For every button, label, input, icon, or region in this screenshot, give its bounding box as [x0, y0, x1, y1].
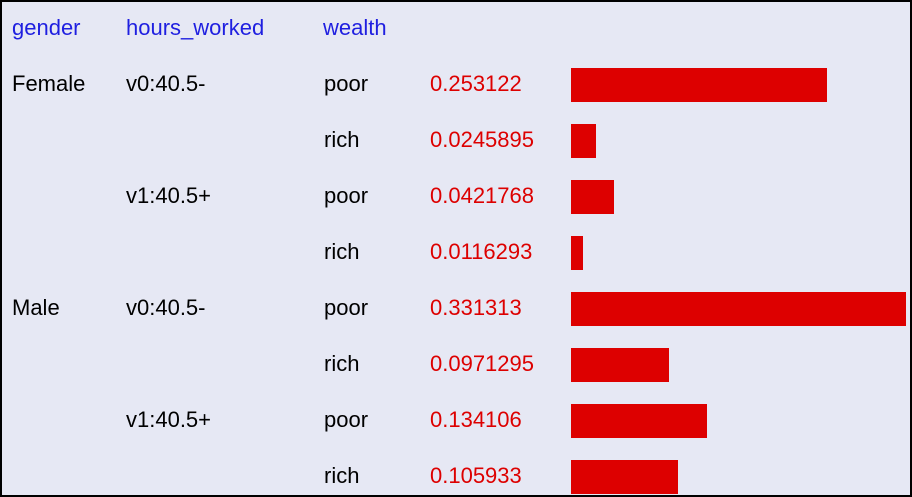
value-bar: [571, 348, 669, 382]
value-bar: [571, 404, 707, 438]
value-bar: [571, 180, 614, 214]
table-row: rich 0.0116293: [2, 224, 910, 280]
gender-cell: Female: [12, 71, 86, 96]
wealth-cell: rich: [324, 351, 360, 376]
value-label: 0.253122: [430, 71, 522, 96]
wealth-cell: poor: [324, 183, 369, 208]
value-label: 0.0245895: [430, 127, 534, 152]
value-bar: [571, 124, 596, 158]
wealth-cell: rich: [324, 239, 360, 264]
hours-worked-cell: v1:40.5+: [126, 407, 212, 432]
column-header-gender: gender: [12, 15, 81, 40]
wealth-cell: poor: [324, 407, 369, 432]
value-bar: [571, 460, 678, 494]
column-header-wealth: wealth: [323, 15, 387, 40]
hours-worked-cell: v0:40.5-: [126, 295, 206, 320]
wealth-cell: rich: [324, 463, 360, 488]
wealth-cell: poor: [324, 71, 369, 96]
value-label: 0.0971295: [430, 351, 534, 376]
value-label: 0.105933: [430, 463, 522, 488]
table-row: v1:40.5+ poor 0.0421768: [2, 168, 910, 224]
wealth-cell: rich: [324, 127, 360, 152]
table-row: rich 0.105933: [2, 448, 910, 495]
value-bar: [571, 236, 583, 270]
value-label: 0.331313: [430, 295, 522, 320]
hours-worked-cell: v0:40.5-: [126, 71, 206, 96]
table-row: v1:40.5+ poor 0.134106: [2, 392, 910, 448]
value-label: 0.0421768: [430, 183, 534, 208]
hours-worked-cell: v1:40.5+: [126, 183, 212, 208]
value-label: 0.0116293: [430, 239, 533, 264]
table-row: rich 0.0971295: [2, 336, 910, 392]
table-row: Female v0:40.5- poor 0.253122: [2, 56, 910, 112]
table-row: Male v0:40.5- poor 0.331313: [2, 280, 910, 336]
value-bar: [571, 68, 827, 102]
wealth-cell: poor: [324, 295, 369, 320]
gender-cell: Male: [12, 295, 60, 320]
column-header-hours-worked: hours_worked: [126, 15, 265, 40]
table-row: rich 0.0245895: [2, 112, 910, 168]
value-label: 0.134106: [430, 407, 522, 432]
value-bar: [571, 292, 906, 326]
